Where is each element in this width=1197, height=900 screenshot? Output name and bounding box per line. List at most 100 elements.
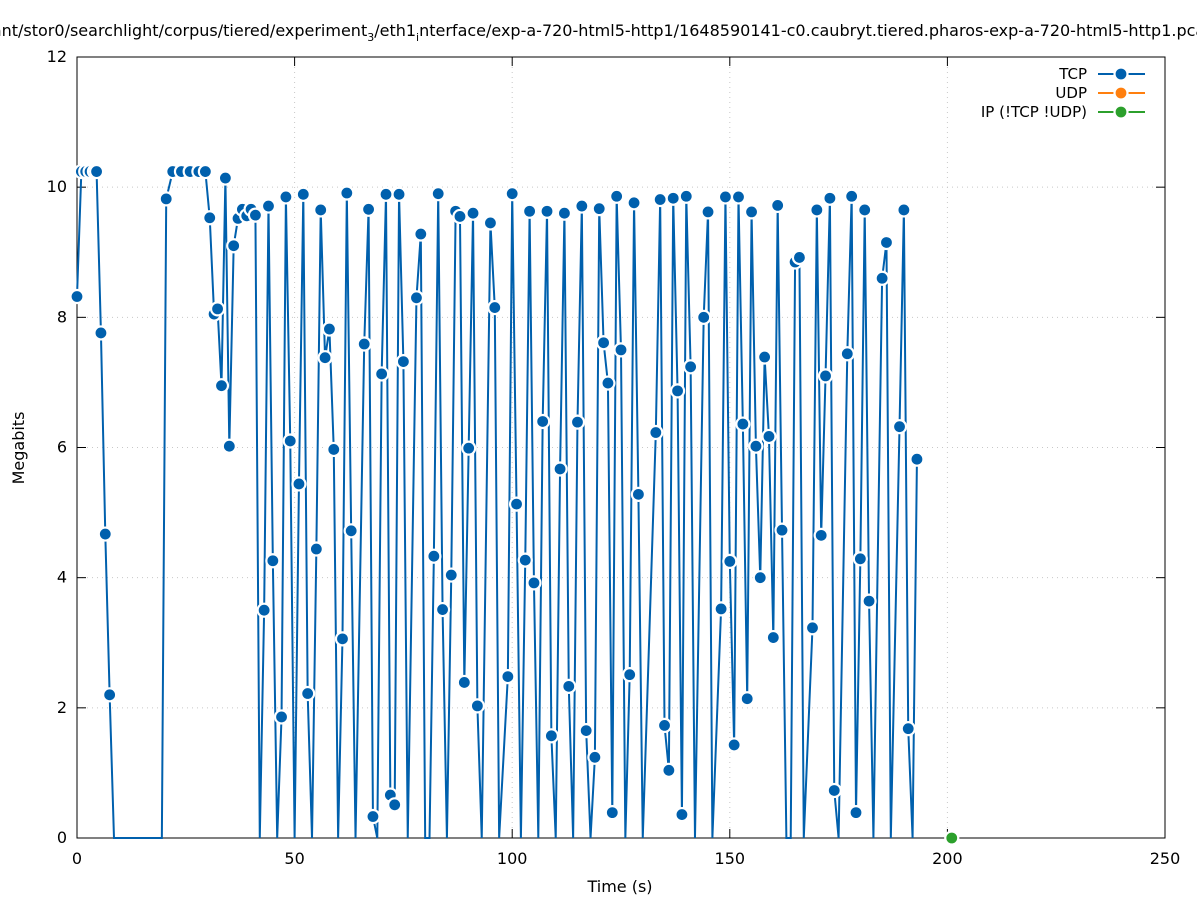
data-point: [809, 202, 825, 218]
data-point: [374, 366, 390, 382]
data-point: [739, 691, 755, 707]
data-point: [408, 290, 425, 306]
data-point: [356, 336, 372, 352]
data-point: [569, 414, 586, 430]
data-point: [300, 685, 316, 702]
data-point: [326, 441, 342, 458]
data-point: [578, 723, 594, 739]
data-point: [452, 208, 468, 225]
tick-labels: 0 2 4 6 8 10 12 0 50 100 150 200 250: [47, 47, 1181, 868]
data-point: [260, 198, 277, 214]
data-point: [730, 189, 747, 205]
data-point: [622, 667, 638, 683]
x-tick-label: 50: [284, 849, 304, 868]
data-point: [896, 202, 912, 218]
data-point: [461, 440, 477, 456]
y-tick-label: 8: [57, 307, 67, 326]
series-layer: [69, 163, 960, 846]
y-tick-label: 0: [57, 828, 67, 847]
y-tick-label: 10: [47, 177, 67, 196]
data-point: [595, 335, 612, 351]
data-point: [743, 204, 760, 220]
data-point: [678, 188, 694, 204]
y-axis-label: Megabits: [9, 412, 28, 485]
data-point: [295, 186, 311, 202]
chart-title: /mnt/stor0/searchlight/corpus/tiered/exp…: [0, 21, 1197, 44]
data-point: [674, 806, 690, 823]
legend-entry: TCP: [1058, 65, 1145, 83]
data-point: [909, 451, 925, 467]
data-point: [717, 189, 734, 205]
series-2: [944, 830, 960, 846]
data-point: [539, 203, 555, 219]
data-point: [217, 170, 233, 186]
data-point: [774, 522, 790, 538]
data-point: [770, 197, 786, 213]
data-point: [102, 687, 118, 703]
data-point: [857, 202, 873, 218]
data-point: [552, 461, 568, 477]
data-point: [413, 226, 429, 242]
data-point: [321, 321, 338, 337]
data-point: [748, 438, 764, 454]
axes: [76, 56, 1166, 839]
series-line: [76, 170, 918, 839]
x-tick-label: 200: [932, 849, 963, 868]
data-point: [469, 698, 485, 714]
data-point: [891, 419, 908, 435]
legend-marker: [1113, 85, 1129, 101]
data-point: [700, 204, 716, 220]
data-point: [852, 551, 868, 567]
data-point: [765, 629, 781, 646]
legend-marker: [1113, 66, 1129, 82]
legend-label: IP (!TCP !UDP): [981, 103, 1087, 121]
data-point: [69, 288, 85, 305]
data-point: [434, 601, 451, 618]
data-point: [761, 428, 777, 445]
data-point: [556, 205, 573, 221]
legend-label: TCP: [1058, 65, 1087, 83]
data-point: [665, 190, 681, 206]
data-point: [600, 375, 616, 391]
data-point: [839, 346, 855, 362]
data-point: [604, 805, 620, 821]
data-point: [213, 378, 230, 394]
data-point: [308, 541, 324, 557]
data-point: [613, 342, 629, 358]
data-point: [752, 570, 768, 586]
data-point: [813, 527, 829, 543]
data-point: [387, 797, 403, 813]
data-point: [609, 188, 625, 204]
data-point: [339, 185, 355, 201]
data-point: [630, 486, 647, 502]
data-point: [500, 668, 516, 685]
data-point: [561, 678, 577, 694]
data-point: [722, 553, 738, 570]
x-axis-label: Time (s): [586, 877, 652, 896]
legend-entry: UDP: [1055, 84, 1145, 102]
y-tick-label: 2: [57, 698, 67, 717]
y-tick-label: 6: [57, 438, 67, 457]
data-point: [282, 433, 298, 449]
data-point: [226, 238, 242, 254]
data-point: [93, 325, 109, 341]
y-tick-label: 12: [47, 47, 67, 66]
data-point: [648, 424, 664, 441]
data-point: [202, 210, 218, 226]
data-point: [313, 202, 329, 218]
data-point: [817, 368, 834, 384]
data-point: [378, 186, 394, 202]
data-point: [430, 186, 446, 202]
data-point: [360, 201, 377, 217]
data-point: [443, 567, 459, 583]
data-point: [861, 593, 877, 609]
data-point: [343, 523, 359, 539]
x-tick-label: 100: [497, 849, 528, 868]
data-point: [822, 190, 838, 206]
data-point: [826, 782, 842, 799]
data-point: [791, 249, 808, 266]
data-point: [669, 383, 686, 399]
data-point: [535, 413, 551, 430]
